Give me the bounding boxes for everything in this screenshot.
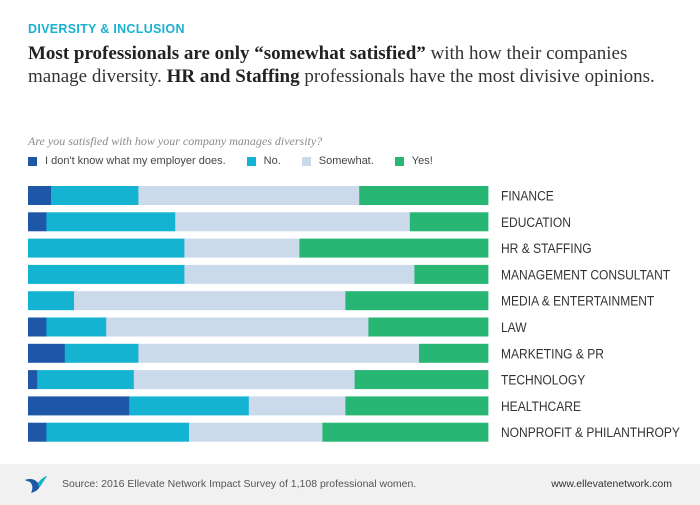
bar-segment [46,212,176,232]
bar-segment [28,212,47,232]
legend-swatch [301,156,311,166]
category-label: MARKETING & PR [501,345,604,361]
bar-segment [129,396,250,416]
category-label: EDUCATION [501,214,571,230]
category-label: FINANCE [501,188,554,204]
bar-segment [28,238,185,258]
legend-swatch [394,156,404,166]
bar-segment [322,422,489,442]
bar-segment [133,370,355,390]
category-label: MEDIA & ENTERTAINMENT [501,293,654,309]
bar-segment [359,186,489,205]
bar-segment [175,212,411,232]
legend: I don't know what my employer does. No. So… [28,153,454,169]
headline: Most professionals are only “somewhat sa… [28,42,678,88]
bar-segment [28,343,66,363]
bar-segment [51,186,139,205]
bar-segment [345,396,489,416]
bar-segment [46,422,190,442]
legend-label: I don't know what my employer does. [45,155,226,167]
bar-segment [28,396,130,416]
bar-segment [414,264,489,284]
bar-segment [28,317,47,337]
category-label: NONPROFIT & PHILANTHROPY [501,424,680,440]
bar-segment [419,343,489,363]
bar-segment [46,317,107,337]
bar-segment [354,370,489,390]
bar-segment [28,291,75,311]
bar-segment [248,396,346,416]
bar-segment [106,317,369,337]
headline-part: Most professionals are only “somewhat sa… [28,43,426,64]
bar-segment [409,212,489,232]
bar-segment [368,317,489,337]
bar-segment [138,186,360,205]
source-note: Source: 2016 Ellevate Network Impact Sur… [62,478,417,490]
bar-segment [184,264,415,284]
section-kicker: DIVERSITY & INCLUSION [28,22,185,36]
legend-item: Somewhat. [301,155,374,167]
legend-label: Yes! [411,155,433,167]
bar-segment [28,186,52,205]
category-label: MANAGEMENT CONSULTANT [501,267,670,283]
bar-segment [28,370,38,390]
legend-swatch [246,156,256,166]
category-label: LAW [501,319,527,335]
headline-part: professionals have the most divisive opi… [299,66,655,87]
bar-segment [37,370,135,390]
legend-item: I don't know what my employer does. [28,155,226,167]
category-label: HR & STAFFING [501,240,592,256]
bar-segment [189,422,323,442]
bar-segment [299,238,489,258]
stacked-bar-chart: FINANCE EDUCATION HR & STAFFING MANAGEMENT … [28,186,680,442]
legend-swatch [28,156,37,166]
bar-segment [74,291,346,311]
bar-segment [64,343,139,363]
chart-question: Are you satisfied with how your company … [28,134,323,148]
headline-part: HR and Staffing [166,66,300,87]
legend-label: No. [263,155,281,167]
bar-segment [184,238,300,258]
bar-segment [28,264,185,284]
category-label: TECHNOLOGY [501,372,586,388]
legend-item: No. [246,155,281,167]
footer: Source: 2016 Ellevate Network Impact Sur… [0,464,700,505]
category-label: HEALTHCARE [501,398,581,414]
bar-segment [28,422,47,442]
ellevate-bird-logo-icon [25,476,47,493]
legend-item: Yes! [394,155,433,167]
headline-part: with how their companies manage diversit… [28,43,628,87]
bar-segment [345,291,489,311]
legend-label: Somewhat. [318,155,374,167]
bar-segment [138,343,420,363]
website-link[interactable]: www.ellevatenetwork.com [551,478,672,490]
